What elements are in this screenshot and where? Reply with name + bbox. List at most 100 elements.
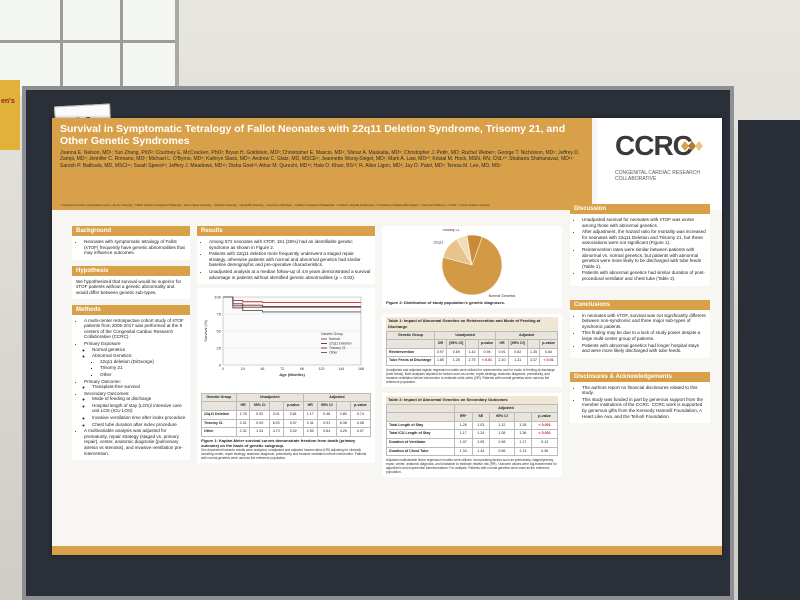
t1-cell: 0.64 <box>539 347 558 358</box>
km-series-line-0 <box>223 296 361 304</box>
table1-note: Unadjusted and adjusted logistic regress… <box>386 367 556 384</box>
fig1-cell: 1.34 <box>249 427 270 437</box>
fig1-cell: 2.50 <box>302 427 318 437</box>
km-y-tick-label: 50 <box>217 329 222 334</box>
conclusions-box: In neonates with sTOF, survival was not … <box>570 309 710 358</box>
t1-cell: 0.69 <box>446 347 467 358</box>
t1-cell: < 0.01 <box>477 356 497 366</box>
exposure-item: Normal genetics <box>92 347 186 353</box>
fig1-col-header: p-value <box>349 401 372 411</box>
t1-col-header: OR <box>495 339 509 349</box>
km-y-tick-label: 100 <box>214 295 221 300</box>
t2-col-header <box>513 412 533 422</box>
genetic-distribution-pie: Normal Genetics 22q11 Trisomy 21 Other <box>434 226 516 298</box>
fig1-unadjusted-header: Unadjusted <box>235 392 304 403</box>
t1-col-header: p-value <box>539 339 558 349</box>
discussion-item: Reintervention rates were similar betwee… <box>582 247 706 269</box>
poster: Survival in Symptomatic Tetralogy of Fal… <box>52 118 722 555</box>
table-row: Total Length of Stay 1.26 1.03 1.12 1.28 < 0.… <box>386 420 558 431</box>
fig1-row-label: Trisomy 21 <box>201 418 237 429</box>
table-row: Duration of Ventilator 1.07 1.05 0.98 1.17 0.… <box>386 437 558 448</box>
discussion-item: Patients with abnormal genetics had simi… <box>582 270 706 281</box>
t1-cell: 0.97 <box>433 347 448 358</box>
t1-unadjusted-header: Unadjusted <box>433 330 497 341</box>
t1-cell: 0.62 <box>507 347 528 358</box>
t2-cell: 1.34 <box>471 446 491 457</box>
t2-cell: 1.05 <box>471 437 491 448</box>
adjacent-poster-board <box>738 120 800 600</box>
t2-cell: 1.03 <box>471 420 491 431</box>
t2-cell: 0.36 <box>531 446 558 457</box>
results-column: Results Among 572 neonates with sTOF, 15… <box>197 226 375 464</box>
km-legend-entry: Other <box>329 351 338 355</box>
km-x-tick-label: 24 <box>241 367 245 371</box>
fig1-cell: 2.80 <box>335 409 351 420</box>
km-x-tick-label: 0 <box>222 367 224 371</box>
conclusions-item: Patients with abnormal genetics had long… <box>582 343 706 354</box>
t1-cell: 1.25 <box>446 356 467 366</box>
t1-col-header: OR <box>433 339 448 349</box>
conclusions-item: In neonates with sTOF, survival was not … <box>582 313 706 330</box>
genetic-type-item: 22q11 deletion (DiGeorge) <box>100 359 186 365</box>
discussion-item: After adjustment, the hazard ratio for m… <box>582 229 706 246</box>
t1-col-header <box>526 339 541 349</box>
table2: Adjusted RR* SE 95% CI p-value Total Length… <box>386 403 559 457</box>
primary-exposure-label: Primary Exposure <box>84 340 121 346</box>
secondary-outcome-item: Chest tube duration after index procedur… <box>92 422 186 428</box>
t1-cell: < 0.01 <box>539 356 558 366</box>
table2-title: Table 2: Impact of Abnormal Genetics on … <box>386 395 558 404</box>
km-series-line-1 <box>223 296 361 308</box>
ccrc-logo-subtitle: CONGENITAL CARDIAC RESEARCH COLLABORATIV… <box>615 170 701 182</box>
fig1-cell: 2.32 <box>235 427 251 437</box>
t1-col-header: [95% CI] <box>507 339 528 349</box>
t2-cell: 1.17 <box>513 437 533 448</box>
t1-col-header <box>465 339 479 349</box>
results-heading: Results <box>197 226 375 236</box>
right-column: Discussion Unadjusted survival for neona… <box>570 204 710 424</box>
t2-col-header: p-value <box>531 412 558 422</box>
results-item: Unadjusted analysis at a median follow-u… <box>209 269 371 280</box>
fig1-group-header: Genetic Group <box>201 392 237 403</box>
wall-sign-text: en's <box>1 98 15 105</box>
figure1-note: Sex-dependent hazards results were analy… <box>201 448 367 461</box>
figure1-box: 0 25 50 75 100 0 24 48 72 96 120 144 168 Survival (%)… <box>197 288 375 464</box>
fig1-cell: 6.20 <box>268 418 284 429</box>
t1-cell: 1.31 <box>507 356 528 366</box>
discussion-box: Unadjusted survival for neonates with sT… <box>570 214 710 286</box>
left-column: Background Neonates with symptomatic tet… <box>72 226 190 461</box>
table-row: Duration of Chest Tube 1.34 1.34 0.56 1.13 0.… <box>386 446 558 457</box>
t2-col-blank <box>386 412 455 422</box>
t1-group-header: Genetic Group <box>386 330 435 341</box>
km-series-line-2 <box>223 296 361 308</box>
t2-row-label: Total ICU Length of Stay <box>386 429 455 439</box>
fig1-col-header: 95% CI <box>249 401 270 411</box>
km-x-tick-label: 144 <box>338 367 344 371</box>
t2-cell: 1.08 <box>489 429 515 439</box>
fig1-cell: 0.94 <box>249 418 270 429</box>
fig1-cell: 3.01 <box>268 409 284 420</box>
pie-label: Trisomy 21 <box>442 229 460 232</box>
exposure-item: Abnormal Genetics: <box>92 353 133 359</box>
km-x-axis-label: Age (Months) <box>279 372 305 377</box>
t1-col-blank <box>386 339 435 349</box>
fig1-cell: 0.91 <box>316 418 337 429</box>
pie-slice-0 <box>441 236 503 296</box>
table-row: Other 2.32 1.34 4.73 0.02 2.50 0.84 4.25 0.07 <box>201 427 372 437</box>
t2-cell: < 0.001 <box>531 429 558 439</box>
figure1-caption: Figure 1: Kaplan-Meier survival curves d… <box>201 437 356 448</box>
fig1-cell: 0.92 <box>249 409 270 420</box>
results-box: Among 572 neonates with sTOF, 151 (26%) … <box>197 236 375 285</box>
methods-intro: A multi-center retrospective cohort stud… <box>84 318 186 340</box>
fig1-cell: 2.41 <box>235 418 251 429</box>
secondary-outcome-item: Mode of feeding at discharge <box>92 396 186 402</box>
t1-cell: 2.10 <box>495 356 509 366</box>
t2-cell: 1.34 <box>453 446 473 457</box>
t2-adjusted-header: Adjusted <box>453 403 559 414</box>
table1: Genetic Group Unadjusted Adjusted OR [95%… <box>386 330 558 366</box>
fig1-row-label: Other <box>201 427 237 437</box>
t1-cell: 1.85 <box>433 356 448 366</box>
fig1-col-header: HR <box>302 401 318 411</box>
fig1-cell: 0.02 <box>282 427 304 437</box>
poster-affiliations: ¹ Columbia University Irving Medical Cen… <box>60 204 490 207</box>
